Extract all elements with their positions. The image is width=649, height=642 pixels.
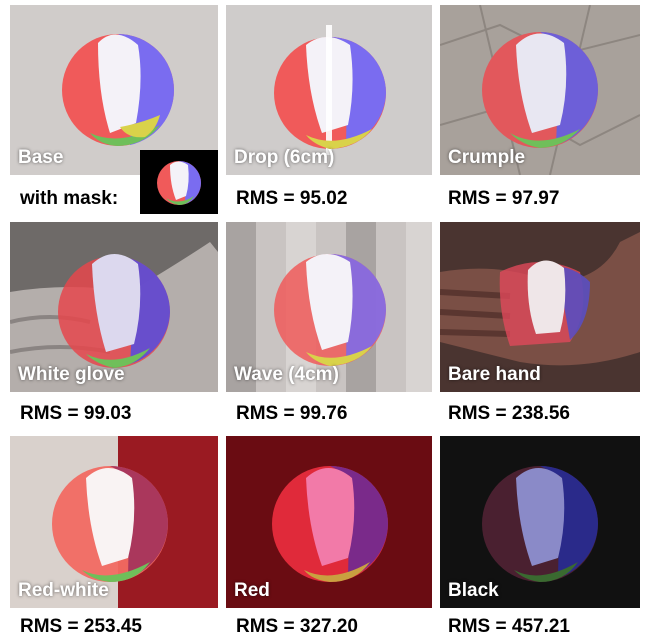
rms-wave: RMS = 99.76	[236, 403, 348, 424]
panel-red-image	[226, 436, 432, 608]
panel-bare-hand: Bare hand	[440, 222, 640, 392]
panel-white-glove-image	[10, 222, 218, 392]
panel-red-white: Red-white	[10, 436, 218, 608]
panel-wave: Wave (4cm)	[226, 222, 432, 392]
mask-image	[140, 150, 218, 214]
mask-thumbnail	[140, 150, 218, 214]
panel-red-white-image	[10, 436, 218, 608]
rms-red-white: RMS = 253.45	[20, 616, 142, 637]
panel-caption: Base	[18, 147, 64, 168]
panel-black: Black	[440, 436, 640, 608]
rms-white-glove: RMS = 99.03	[20, 403, 132, 424]
panel-caption: Drop (6cm)	[234, 147, 335, 168]
panel-crumple-image	[440, 5, 640, 175]
mask-label: with mask:	[20, 188, 119, 209]
panel-caption: Black	[448, 580, 499, 601]
panel-caption: Bare hand	[448, 364, 541, 385]
panel-bare-hand-image	[440, 222, 640, 392]
rms-crumple: RMS = 97.97	[448, 188, 560, 209]
rms-black: RMS = 457.21	[448, 616, 570, 637]
panel-red: Red	[226, 436, 432, 608]
panel-caption: Red-white	[18, 580, 109, 601]
rms-red: RMS = 327.20	[236, 616, 358, 637]
rms-drop: RMS = 95.02	[236, 188, 348, 209]
panel-caption: Crumple	[448, 147, 526, 168]
panel-base: Base	[10, 5, 218, 175]
panel-drop-image	[226, 5, 432, 175]
rms-bare-hand: RMS = 238.56	[448, 403, 570, 424]
panel-black-image	[440, 436, 640, 608]
panel-wave-image	[226, 222, 432, 392]
panel-crumple: Crumple	[440, 5, 640, 175]
panel-caption: Wave (4cm)	[234, 364, 339, 385]
panel-caption: Red	[234, 580, 270, 601]
panel-white-glove: White glove	[10, 222, 218, 392]
panel-base-image	[10, 5, 218, 175]
panel-caption: White glove	[18, 364, 125, 385]
panel-drop: Drop (6cm)	[226, 5, 432, 175]
